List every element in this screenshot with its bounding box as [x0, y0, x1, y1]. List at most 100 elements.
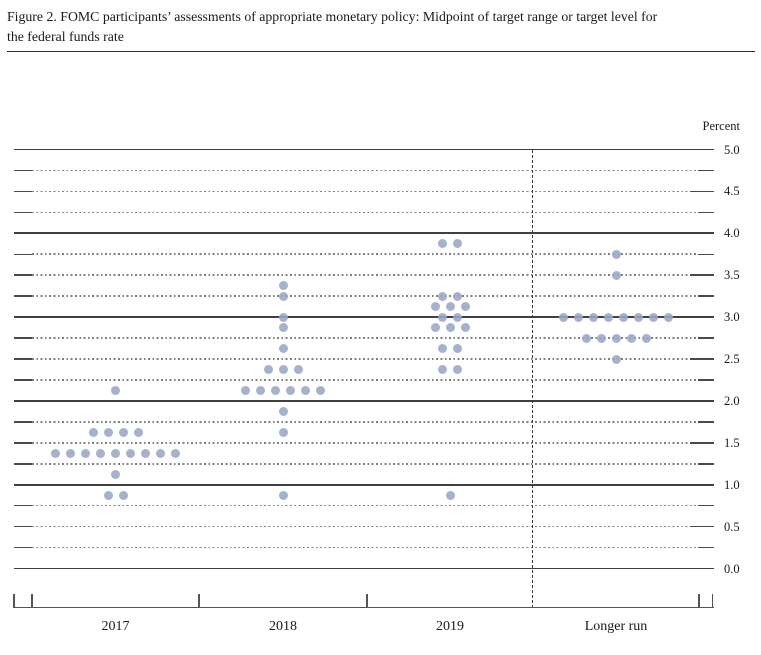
dot: [596, 333, 606, 343]
dot: [649, 312, 658, 322]
dot: [664, 312, 673, 322]
dot: [589, 312, 598, 322]
y-gridline-dotted-3.75: [31, 253, 698, 256]
y-gridline-dotted-1.75: [31, 421, 698, 423]
dot: [445, 302, 455, 312]
x-axis-tick: [198, 593, 200, 608]
dot: [611, 270, 621, 280]
y-gridline-dotted-4.25: [31, 211, 698, 214]
y-gridline-solid-3.00: [14, 316, 714, 318]
dot: [133, 427, 143, 437]
y-gridline-right-tick: [697, 379, 714, 381]
dot: [453, 312, 462, 322]
y-gridline-right-tick: [690, 358, 714, 360]
y-gridline-right-tick: [697, 546, 714, 549]
y-gridline-solid-1.00: [14, 483, 714, 486]
y-gridline-right-tick: [697, 337, 714, 339]
x-axis-label-2017: 2017: [101, 619, 130, 634]
dot: [453, 344, 462, 354]
y-axis-unit-label: Percent: [702, 119, 740, 133]
dot: [438, 291, 447, 301]
dot: [263, 364, 273, 374]
y-axis-tick-label: 3.0: [724, 310, 740, 325]
dot: [241, 385, 250, 395]
y-gridline-left-tick: [14, 358, 32, 360]
dot: [460, 323, 470, 333]
y-axis-tick-label: 4.5: [724, 184, 740, 199]
y-gridline-right-tick: [690, 190, 714, 193]
dot: [611, 333, 621, 343]
y-gridline-solid-5.00: [14, 148, 714, 151]
y-gridline-left-tick: [14, 546, 32, 549]
dot: [301, 385, 310, 395]
dot: [453, 239, 462, 249]
dot: [271, 385, 280, 395]
category-separator-dashed-line: [532, 149, 534, 608]
x-axis-tick: [698, 593, 700, 608]
dot: [256, 385, 265, 395]
y-gridline-left-tick: [14, 190, 32, 193]
y-gridline-right-tick: [697, 211, 714, 214]
y-axis-tick-label: 0.5: [724, 519, 740, 534]
y-gridline-right-tick: [690, 525, 714, 528]
dot: [634, 312, 643, 322]
y-gridline-right-tick: [690, 274, 714, 276]
dot: [611, 354, 621, 364]
y-gridline-right-tick: [690, 442, 714, 444]
y-gridline-dotted-2.50: [31, 358, 698, 360]
y-gridline-left-tick: [14, 442, 32, 444]
x-axis-line: [14, 606, 714, 609]
y-gridline-right-tick: [697, 295, 714, 297]
dot: [438, 239, 447, 249]
y-axis-tick-label: 5.0: [724, 142, 740, 157]
y-gridline-right-tick: [697, 169, 714, 172]
y-gridline-dotted-4.50: [31, 190, 698, 193]
y-gridline-left-tick: [14, 421, 32, 423]
y-gridline-left-tick: [14, 525, 32, 528]
dot: [445, 323, 455, 333]
dot: [278, 490, 288, 500]
dot: [126, 448, 135, 458]
dot: [51, 448, 60, 458]
y-gridline-left-tick: [14, 337, 32, 339]
dot: [460, 302, 470, 312]
dot: [453, 364, 462, 374]
y-gridline-left-tick: [14, 504, 32, 507]
dot: [278, 312, 288, 322]
y-axis-tick-label: 1.5: [724, 435, 740, 450]
figure-title-line1: Figure 2. FOMC participants’ assessments…: [7, 9, 658, 24]
dot: [111, 448, 120, 458]
dot: [141, 448, 150, 458]
dot: [619, 312, 628, 322]
dot: [118, 490, 128, 500]
dot: [278, 291, 288, 301]
y-axis-tick-label: 3.5: [724, 268, 740, 283]
x-axis-label-longer-run: Longer run: [584, 619, 648, 634]
y-gridline-dotted-1.25: [31, 462, 698, 465]
dot: [103, 490, 113, 500]
dot: [574, 312, 583, 322]
y-gridline-dotted-3.25: [31, 295, 698, 297]
dot: [278, 344, 288, 354]
y-gridline-dotted-0.25: [31, 546, 698, 549]
y-axis-tick-label: 4.0: [724, 226, 740, 241]
y-gridline-left-tick: [14, 295, 32, 297]
dot: [453, 291, 462, 301]
dot: [430, 302, 440, 312]
y-gridline-solid-0.00: [14, 567, 714, 570]
y-gridline-left-tick: [14, 253, 32, 255]
y-gridline-solid-2.00: [14, 400, 714, 402]
dot: [438, 344, 447, 354]
dot: [445, 490, 455, 500]
y-gridline-solid-4.00: [14, 232, 714, 235]
y-gridline-right-tick: [697, 253, 714, 255]
y-axis-tick-label: 2.5: [724, 352, 740, 366]
y-axis-tick-label: 0.0: [724, 561, 740, 576]
y-gridline-left-tick: [14, 211, 32, 214]
dot: [430, 323, 440, 333]
dot: [278, 281, 288, 291]
dot: [286, 385, 295, 395]
y-gridline-right-tick: [697, 463, 714, 465]
dot: [81, 448, 90, 458]
x-axis-label-2018: 2018: [269, 619, 297, 634]
